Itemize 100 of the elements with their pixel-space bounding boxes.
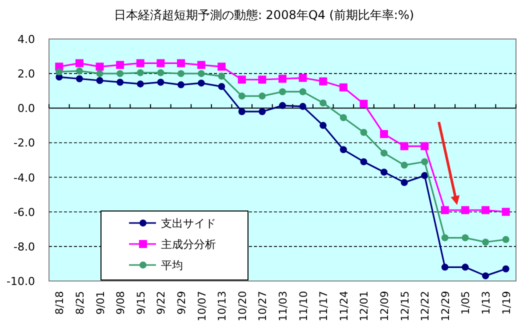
point <box>76 75 83 82</box>
point <box>502 208 510 216</box>
point <box>198 80 205 87</box>
legend-label: 主成分分析 <box>161 238 216 251</box>
point <box>319 77 328 86</box>
y-tick-label: -10.0 <box>6 275 35 288</box>
point <box>482 272 490 280</box>
point <box>400 178 408 186</box>
x-tick-label: 1/19 <box>500 291 513 315</box>
y-tick-label: 4.0 <box>18 33 35 46</box>
x-tick-label: 10/27 <box>257 291 270 322</box>
x-tick-label: 11/17 <box>318 291 330 322</box>
point <box>400 162 408 169</box>
point <box>441 264 448 271</box>
x-tick-label: 10/20 <box>236 291 249 322</box>
x-tick-label: 9/08 <box>115 291 128 315</box>
x-tick-label: 11/24 <box>338 290 350 322</box>
y-tick-label: -6.0 <box>14 206 35 219</box>
point <box>279 102 286 110</box>
point <box>298 74 307 82</box>
point <box>340 146 347 154</box>
y-tick-label: -4.0 <box>14 171 35 184</box>
point <box>360 100 368 108</box>
x-tick-label: 8/25 <box>74 291 86 315</box>
x-tick-label: 1/13 <box>480 291 493 315</box>
point <box>380 130 388 138</box>
x-tick-label: 10/13 <box>216 291 229 322</box>
chart-title: 日本経済超短期予測の動態: 2008年Q4 (前期比年率:%) <box>114 8 414 22</box>
x-tick-label: 9/29 <box>176 291 188 315</box>
point <box>421 172 428 180</box>
point <box>400 142 408 150</box>
point <box>440 206 449 214</box>
point <box>157 69 164 76</box>
point <box>339 83 348 92</box>
point <box>218 72 226 80</box>
point <box>299 88 306 96</box>
point <box>96 76 104 84</box>
point <box>176 59 185 68</box>
point <box>360 158 368 166</box>
x-tick-label: 12/22 <box>420 291 432 322</box>
point <box>340 114 347 122</box>
point <box>462 264 469 271</box>
point <box>76 67 83 74</box>
x-tick-label: 12/15 <box>399 291 412 322</box>
x-tick-label: 9/22 <box>156 291 168 315</box>
point <box>421 158 428 166</box>
x-tick-label: 9/01 <box>94 291 107 315</box>
point <box>156 59 165 68</box>
point <box>218 62 226 71</box>
x-tick-label: 1/05 <box>460 291 472 315</box>
point <box>299 102 306 110</box>
point <box>218 83 226 90</box>
point <box>96 70 104 78</box>
point <box>462 234 469 242</box>
x-tick-label: 12/29 <box>440 291 452 322</box>
point <box>380 150 388 157</box>
point <box>320 122 327 129</box>
point <box>157 78 164 86</box>
point <box>360 128 368 136</box>
point <box>441 234 448 242</box>
point <box>136 59 144 68</box>
x-tick-label: 12/01 <box>358 291 371 322</box>
point <box>116 70 124 78</box>
point <box>380 168 388 176</box>
point <box>320 99 327 106</box>
point <box>197 60 206 69</box>
point <box>56 68 63 76</box>
point <box>258 76 266 84</box>
point <box>502 236 510 244</box>
x-tick-label: 11/10 <box>298 291 310 322</box>
point <box>482 238 490 246</box>
point <box>116 78 124 86</box>
x-tick-label: 9/15 <box>135 291 148 315</box>
legend-label: 支出サイド <box>161 217 216 230</box>
y-tick-label: 0.0 <box>18 102 35 116</box>
point <box>177 70 184 78</box>
point <box>278 74 286 83</box>
x-tick-label: 8/18 <box>54 291 66 315</box>
point <box>238 92 246 100</box>
point <box>502 265 510 272</box>
x-tick-label: 10/07 <box>196 291 208 322</box>
point <box>177 81 184 88</box>
point <box>136 80 144 88</box>
point <box>461 206 470 214</box>
y-tick-label: 2.0 <box>18 68 35 81</box>
point <box>238 108 246 116</box>
point <box>116 60 124 69</box>
y-tick-label: -8.0 <box>14 240 35 254</box>
point <box>75 59 84 68</box>
point <box>238 76 246 84</box>
legend-label: 平均 <box>161 259 183 272</box>
point <box>96 62 104 71</box>
x-tick-label: 12/09 <box>379 291 392 322</box>
point <box>198 70 205 78</box>
point <box>420 142 429 150</box>
y-tick-label: -2.0 <box>14 136 35 150</box>
point <box>258 108 266 116</box>
x-tick-label: 11/03 <box>278 291 290 322</box>
point <box>482 206 490 214</box>
point <box>258 92 266 100</box>
